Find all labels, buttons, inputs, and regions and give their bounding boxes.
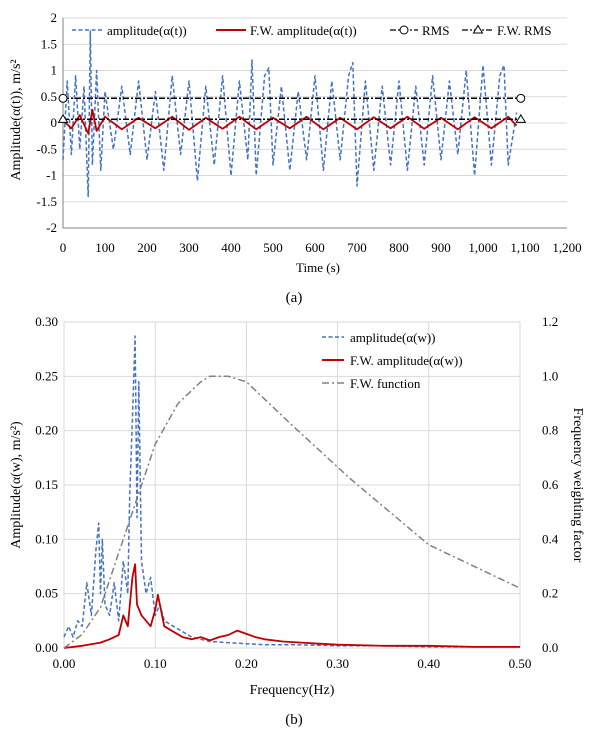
chart-a-series-3-marker bbox=[57, 113, 69, 123]
chart-b-y-tick-label: 0.00 bbox=[35, 640, 58, 655]
chart-b-y-tick-label: 0.05 bbox=[35, 586, 58, 601]
chart-a-tick-labels: -2 -1.5 -1 -0.5 0 0.5 1 1.5 2 0 100 200 300 400 500 600… bbox=[36, 10, 581, 255]
chart-a-y-tick-label: -0.5 bbox=[36, 141, 57, 156]
chart-b-series-0-line bbox=[63, 335, 520, 648]
chart-b-caption: (b) bbox=[285, 712, 303, 728]
chart-a-series-2-marker bbox=[58, 93, 68, 103]
legend-b-fw-amplitude: F.W. amplitude(α(w)) bbox=[322, 353, 463, 368]
chart-b-series-1-line bbox=[63, 563, 520, 649]
chart-a-x-tick-label: 600 bbox=[305, 240, 325, 255]
chart-a-y-tick-label: 1 bbox=[51, 63, 58, 78]
chart-b-tick-labels: 0.000.050.100.150.200.250.300.00 0.10 0.20… bbox=[35, 314, 559, 671]
chart-b-x-axis-label: Frequency(Hz) bbox=[250, 683, 335, 698]
chart-b-y2-tick-label: 0.2 bbox=[542, 586, 558, 601]
chart-a-x-tick-label: 400 bbox=[221, 240, 241, 255]
chart-a-x-axis-label: Time (s) bbox=[296, 260, 340, 275]
chart-b-x-tick-label: 0.10 bbox=[144, 656, 167, 671]
chart-a-y-tick-label: -1.5 bbox=[36, 194, 57, 209]
chart-b-y2-axis-label: Frequency weighting factor bbox=[570, 408, 585, 563]
chart-a-y-tick-label: 1.5 bbox=[41, 36, 57, 51]
legend-b-amplitude-label: amplitude(α(w)) bbox=[350, 330, 436, 345]
chart-a-y-tick-label: 0 bbox=[51, 115, 58, 130]
legend-a-fw-amplitude-label: F.W. amplitude(α(t)) bbox=[250, 23, 357, 38]
chart-a-x-tick-label: 700 bbox=[347, 240, 367, 255]
chart-b-x-tick-label: 0.00 bbox=[53, 656, 76, 671]
chart-b-y2-tick-label: 0.8 bbox=[542, 423, 558, 438]
legend-a-fw-rms: F.W. RMS bbox=[462, 23, 551, 38]
chart-a-x-tick-label: 200 bbox=[137, 240, 157, 255]
chart-b-y2-tick-label: 1.2 bbox=[542, 314, 558, 329]
chart-a-series-3-marker bbox=[515, 113, 527, 123]
chart-b-y-tick-label: 0.15 bbox=[35, 477, 58, 492]
chart-b-y-tick-label: 0.30 bbox=[35, 314, 58, 329]
chart-a-x-tick-label: 800 bbox=[389, 240, 409, 255]
legend-b-fw-amplitude-label: F.W. amplitude(α(w)) bbox=[350, 353, 463, 368]
chart-b-series-2-line bbox=[63, 375, 521, 649]
chart-b-y-axis-label: Amplitude(α(w), m/s²) bbox=[9, 421, 24, 549]
chart-b-x-tick-label: 0.20 bbox=[235, 656, 258, 671]
chart-b-grid bbox=[63, 321, 521, 649]
legend-a-rms-label: RMS bbox=[422, 23, 449, 38]
legend-b-fw-function: F.W. function bbox=[322, 376, 421, 391]
chart-b-x-tick-label: 0.40 bbox=[417, 656, 440, 671]
chart-b-y2-tick-label: 0.6 bbox=[542, 477, 559, 492]
chart-b-y-tick-label: 0.10 bbox=[35, 531, 58, 546]
chart-b-y2-tick-label: 0.4 bbox=[542, 531, 559, 546]
chart-a-x-tick-label: 100 bbox=[95, 240, 115, 255]
chart-a-series-2-marker bbox=[516, 93, 526, 103]
legend-a-rms-marker bbox=[399, 25, 409, 35]
legend-b-amplitude: amplitude(α(w)) bbox=[322, 330, 436, 345]
legend-a-fw-amplitude: F.W. amplitude(α(t)) bbox=[216, 23, 357, 38]
chart-a-x-tick-label: 500 bbox=[263, 240, 283, 255]
chart-a-y-tick-label: 2 bbox=[51, 10, 58, 25]
legend-a-amplitude: amplitude(α(t)) bbox=[72, 23, 187, 38]
legend-a-amplitude-label: amplitude(α(t)) bbox=[107, 23, 187, 38]
legend-a-fw-rms-marker bbox=[472, 24, 484, 34]
chart-a-y-axis-label: Amplitude(α(t)), m/s² bbox=[9, 59, 24, 180]
chart-a-y-tick-label: -2 bbox=[46, 220, 57, 235]
chart-a-x-tick-label: 1,200 bbox=[552, 240, 581, 255]
legend-a-rms: RMS bbox=[390, 23, 449, 38]
chart-a-x-tick-label: 900 bbox=[431, 240, 451, 255]
chart-b-y-tick-label: 0.20 bbox=[35, 423, 58, 438]
chart-b-y2-tick-label: 1.0 bbox=[542, 368, 558, 383]
chart-b-x-tick-label: 0.50 bbox=[509, 656, 532, 671]
chart-a-series-1-line bbox=[62, 109, 518, 135]
chart-a-y-tick-label: 0.5 bbox=[41, 89, 57, 104]
chart-a: -2 -1.5 -1 -0.5 0 0.5 1 1.5 2 0 100 200 300 400 500 600… bbox=[9, 10, 582, 306]
chart-b: 0.000.050.100.150.200.250.300.00 0.10 0.20… bbox=[9, 314, 585, 728]
chart-b-legend: amplitude(α(w)) F.W. amplitude(α(w)) F.W… bbox=[322, 330, 463, 391]
chart-b-x-tick-label: 0.30 bbox=[326, 656, 349, 671]
chart-a-x-tick-label: 0 bbox=[60, 240, 67, 255]
chart-a-x-tick-label: 300 bbox=[179, 240, 199, 255]
chart-a-caption: (a) bbox=[286, 290, 303, 306]
chart-a-series bbox=[57, 30, 527, 198]
legend-a-fw-rms-label: F.W. RMS bbox=[497, 23, 551, 38]
chart-a-x-tick-label: 1,000 bbox=[468, 240, 497, 255]
chart-b-series bbox=[63, 335, 521, 649]
legend-b-fw-function-label: F.W. function bbox=[350, 376, 421, 391]
chart-a-legend: amplitude(α(t)) F.W. amplitude(α(t)) RMS… bbox=[72, 23, 551, 38]
chart-a-x-tick-label: 1,100 bbox=[510, 240, 539, 255]
chart-b-y-tick-label: 0.25 bbox=[35, 368, 58, 383]
chart-a-y-tick-label: -1 bbox=[46, 168, 57, 183]
chart-a-series-0-line bbox=[62, 30, 518, 198]
chart-b-y2-tick-label: 0.0 bbox=[542, 640, 558, 655]
